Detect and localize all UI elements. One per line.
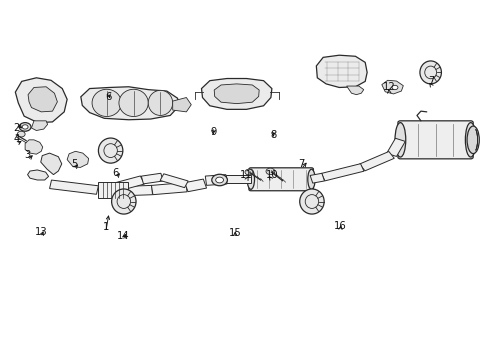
Text: 11: 11 bbox=[240, 170, 253, 180]
Circle shape bbox=[17, 131, 25, 137]
Circle shape bbox=[216, 177, 223, 183]
Polygon shape bbox=[360, 152, 394, 171]
Text: 2: 2 bbox=[13, 123, 20, 132]
Ellipse shape bbox=[308, 169, 315, 189]
Polygon shape bbox=[98, 182, 128, 198]
Ellipse shape bbox=[92, 89, 122, 117]
Polygon shape bbox=[201, 78, 272, 109]
Ellipse shape bbox=[466, 123, 476, 157]
Ellipse shape bbox=[420, 61, 441, 84]
Polygon shape bbox=[67, 151, 89, 167]
Polygon shape bbox=[141, 173, 163, 184]
Ellipse shape bbox=[467, 126, 479, 154]
Polygon shape bbox=[15, 78, 67, 123]
Ellipse shape bbox=[112, 189, 136, 214]
Polygon shape bbox=[317, 55, 367, 87]
Circle shape bbox=[245, 169, 253, 175]
Polygon shape bbox=[151, 183, 187, 195]
Ellipse shape bbox=[300, 189, 324, 214]
Polygon shape bbox=[214, 84, 259, 104]
Text: 12: 12 bbox=[383, 82, 395, 92]
Text: 7: 7 bbox=[298, 159, 304, 169]
Text: 16: 16 bbox=[334, 221, 346, 231]
FancyBboxPatch shape bbox=[398, 121, 473, 159]
Circle shape bbox=[22, 125, 28, 129]
Text: 1: 1 bbox=[102, 222, 109, 232]
Text: 8: 8 bbox=[270, 130, 276, 140]
Text: 6: 6 bbox=[105, 92, 111, 102]
Ellipse shape bbox=[98, 138, 123, 163]
Circle shape bbox=[266, 168, 275, 175]
Polygon shape bbox=[31, 121, 48, 131]
Ellipse shape bbox=[119, 89, 148, 117]
Polygon shape bbox=[49, 180, 98, 194]
Circle shape bbox=[392, 85, 398, 90]
Text: 9: 9 bbox=[210, 127, 217, 137]
Polygon shape bbox=[387, 138, 405, 157]
Polygon shape bbox=[310, 173, 324, 183]
Text: 5: 5 bbox=[71, 159, 77, 169]
Text: 10: 10 bbox=[266, 170, 278, 180]
Polygon shape bbox=[27, 170, 49, 180]
Text: 13: 13 bbox=[34, 228, 47, 237]
Polygon shape bbox=[111, 176, 145, 192]
Polygon shape bbox=[321, 164, 364, 181]
Polygon shape bbox=[205, 175, 227, 185]
Circle shape bbox=[19, 123, 31, 131]
Text: 3: 3 bbox=[24, 150, 31, 160]
Polygon shape bbox=[382, 80, 403, 94]
Polygon shape bbox=[185, 179, 207, 192]
Text: 14: 14 bbox=[117, 231, 129, 241]
Polygon shape bbox=[346, 86, 364, 95]
Polygon shape bbox=[41, 153, 62, 175]
Polygon shape bbox=[160, 174, 188, 188]
Ellipse shape bbox=[395, 123, 406, 157]
Polygon shape bbox=[81, 87, 178, 120]
FancyBboxPatch shape bbox=[249, 168, 314, 191]
Ellipse shape bbox=[148, 90, 172, 116]
Polygon shape bbox=[25, 140, 43, 154]
Text: 7: 7 bbox=[428, 76, 435, 86]
Circle shape bbox=[212, 174, 227, 186]
Polygon shape bbox=[172, 98, 191, 112]
Polygon shape bbox=[226, 175, 251, 183]
Text: 15: 15 bbox=[229, 228, 242, 238]
Text: 4: 4 bbox=[13, 134, 20, 144]
Ellipse shape bbox=[247, 169, 254, 189]
Polygon shape bbox=[113, 185, 152, 196]
Text: 6: 6 bbox=[112, 168, 119, 178]
Polygon shape bbox=[28, 87, 57, 112]
